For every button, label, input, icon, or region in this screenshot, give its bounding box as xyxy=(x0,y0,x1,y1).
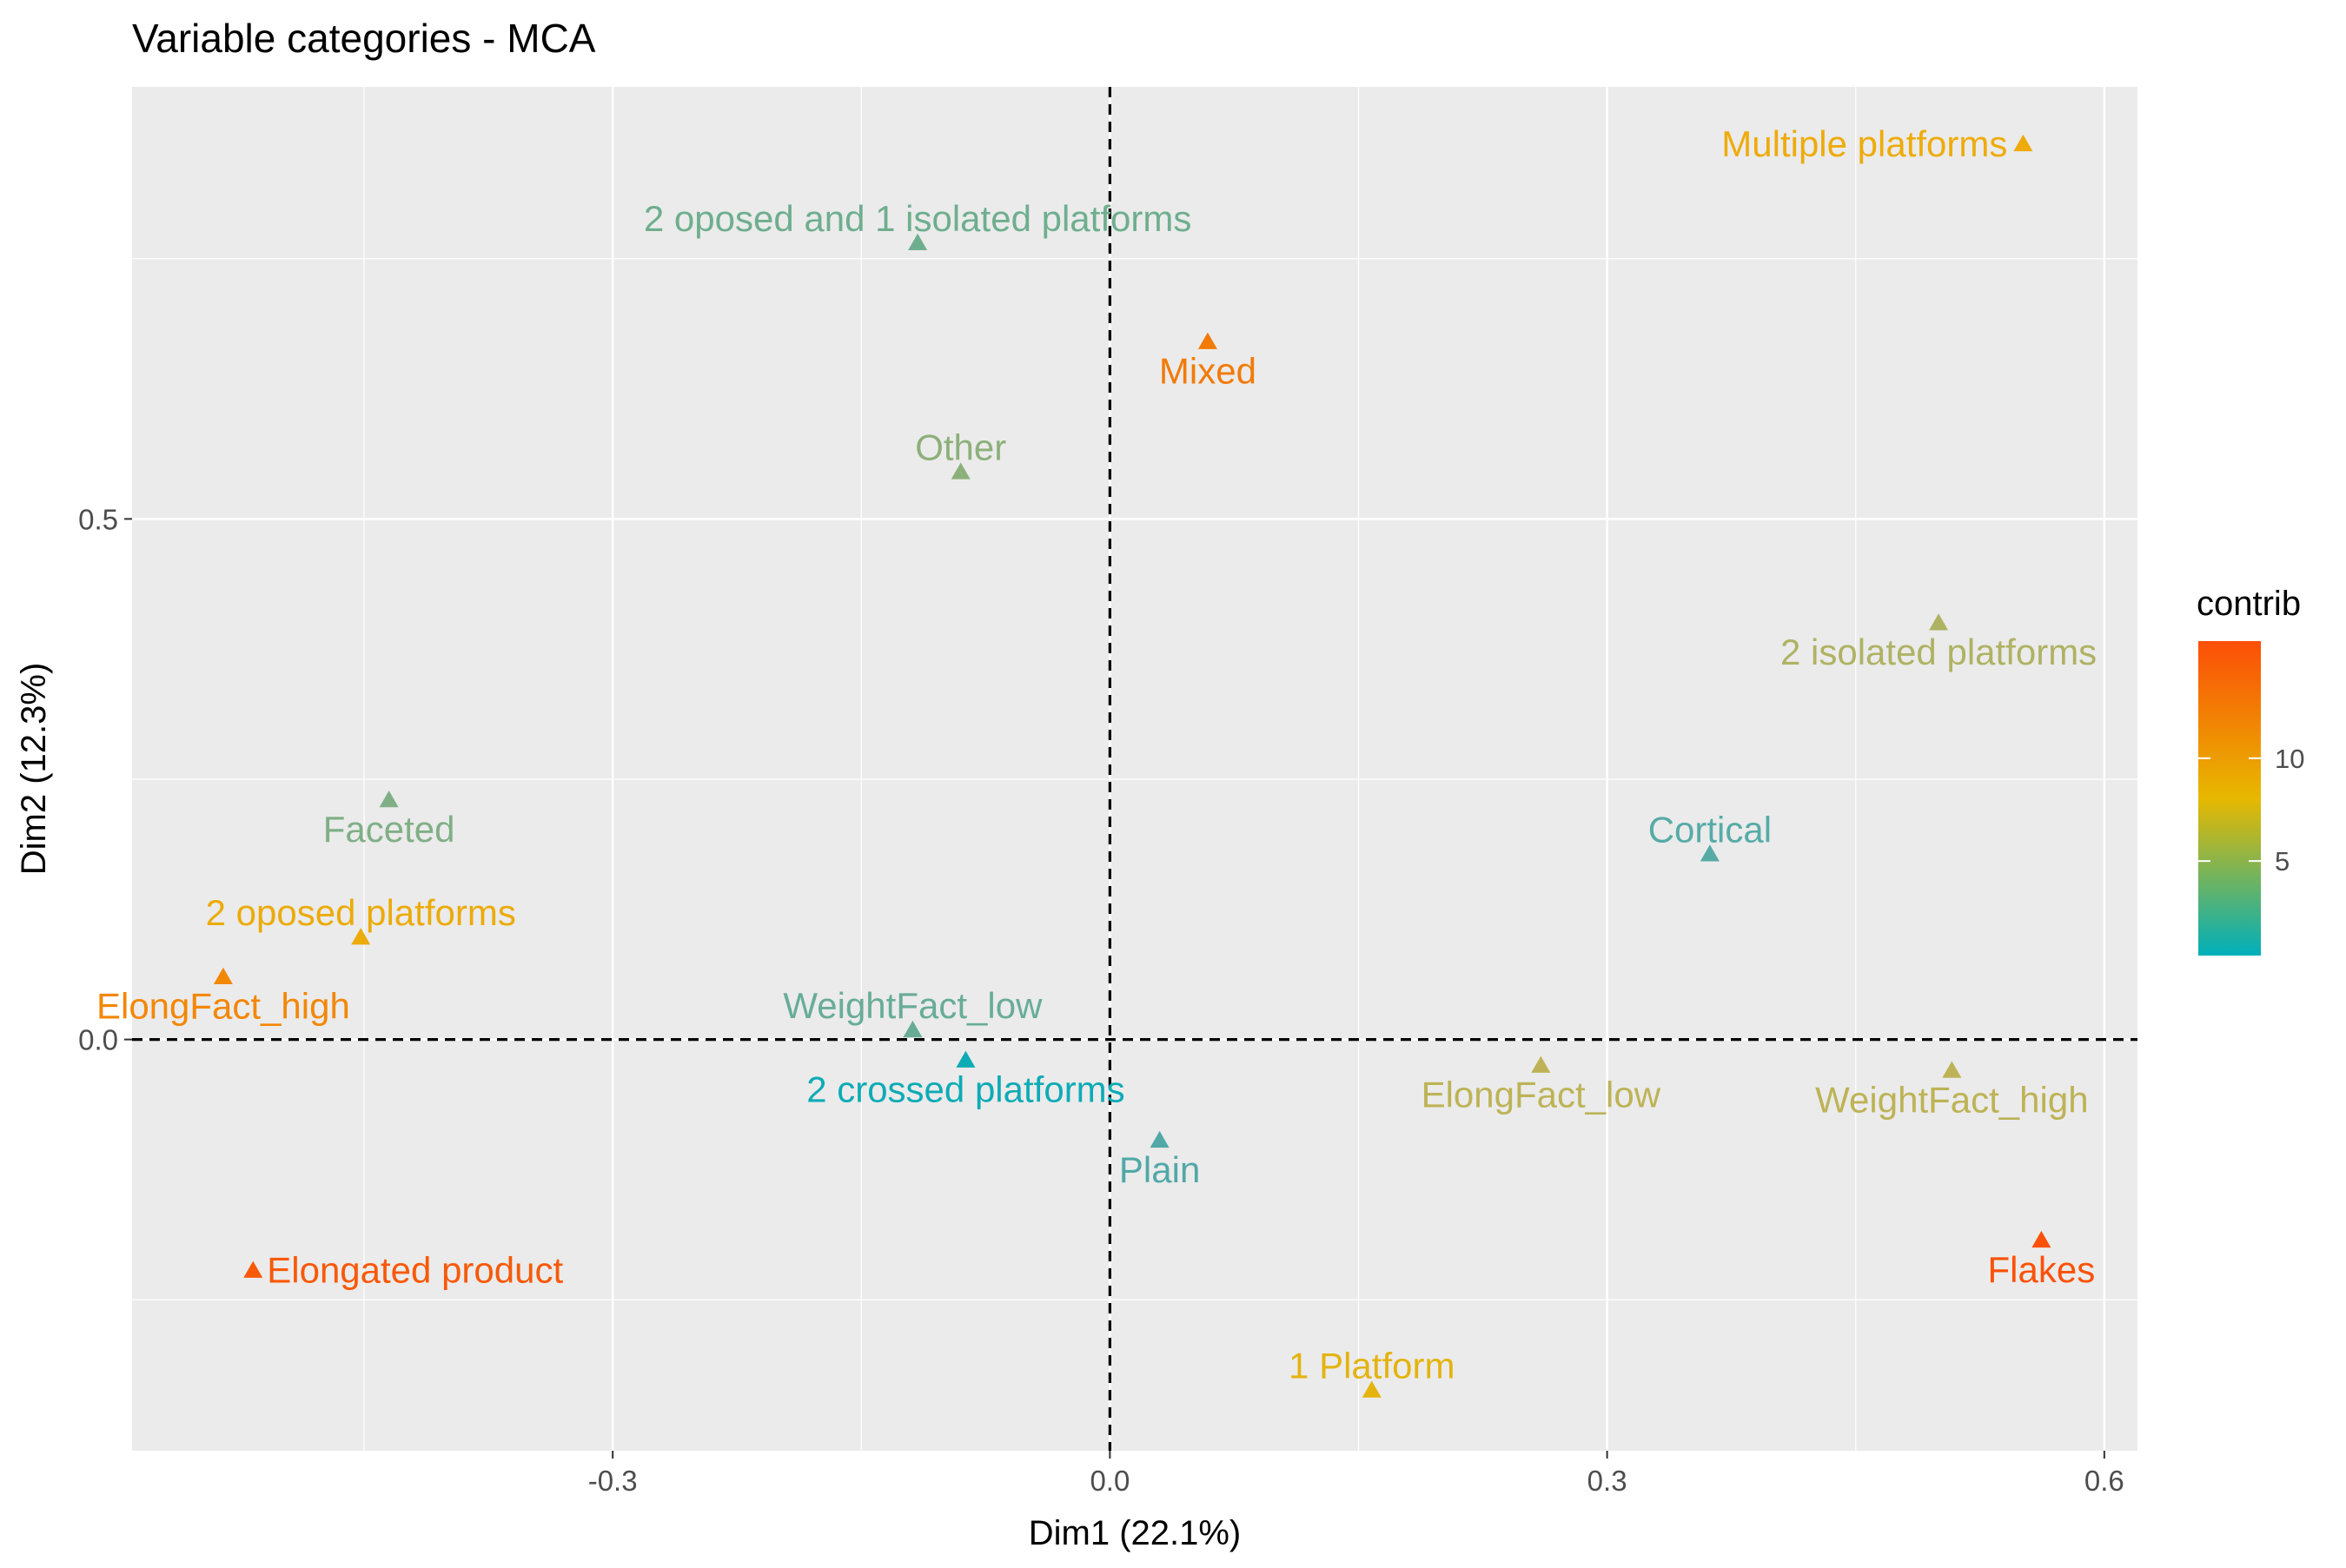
point-marker xyxy=(1700,844,1720,862)
point-label: WeightFact_high xyxy=(1815,1080,2088,1121)
point-marker xyxy=(1929,613,1949,631)
point-marker xyxy=(1197,332,1217,349)
axes: -0.3 0.0 0.3 0.6 0.0 0.5 xyxy=(78,503,2124,1497)
point-marker xyxy=(903,1020,923,1038)
legend-title: contrib xyxy=(2197,585,2301,623)
x-tick-label: 0.6 xyxy=(2084,1465,2124,1497)
point-label: ElongFact_high xyxy=(96,986,350,1027)
point-label: 2 isolated platforms xyxy=(1780,632,2097,672)
point-marker xyxy=(1942,1061,1962,1078)
point-label: WeightFact_low xyxy=(783,985,1043,1026)
x-tick-label: -0.3 xyxy=(588,1465,638,1497)
point-marker xyxy=(2013,134,2033,152)
point-label: Multiple platforms xyxy=(1721,123,2007,164)
point-marker xyxy=(908,233,928,251)
point-label: Other xyxy=(915,427,1006,467)
plot-panel xyxy=(132,87,2137,1451)
y-axis-title: Dim2 (12.3%) xyxy=(15,663,53,876)
point-label: 2 crossed platforms xyxy=(806,1069,1124,1110)
point-label: Faceted xyxy=(323,809,455,850)
point-label: Cortical xyxy=(1648,809,1772,850)
point-marker xyxy=(951,462,971,480)
reference-lines xyxy=(132,87,2137,1451)
point-label: Flakes xyxy=(1988,1249,2096,1290)
point-label: Mixed xyxy=(1159,351,1256,392)
point-label: ElongFact_low xyxy=(1422,1075,1661,1115)
y-tick-label: 0.5 xyxy=(78,503,118,535)
point-marker xyxy=(1150,1130,1170,1148)
point-label: 1 Platform xyxy=(1289,1345,1455,1386)
point-label: Plain xyxy=(1119,1149,1200,1190)
legend-tick-label: 5 xyxy=(2275,846,2290,877)
x-tick-label: 0.0 xyxy=(1090,1465,1130,1497)
point-marker xyxy=(351,928,371,945)
point-marker xyxy=(213,967,233,984)
chart-title: Variable categories - MCA xyxy=(132,16,596,61)
legend: contrib 5 10 xyxy=(2197,585,2304,956)
legend-tick-label: 10 xyxy=(2275,744,2304,774)
point-label: Elongated product xyxy=(267,1250,563,1291)
point-marker xyxy=(2031,1230,2051,1248)
point-marker xyxy=(1362,1380,1382,1398)
legend-colorbar xyxy=(2198,641,2261,956)
point-label: 2 oposed platforms xyxy=(206,892,516,933)
data-points: Multiple platforms 2 oposed and 1 isolate… xyxy=(96,123,2097,1398)
y-tick-label: 0.0 xyxy=(78,1024,118,1056)
point-marker xyxy=(1531,1055,1551,1073)
point-marker xyxy=(956,1050,976,1068)
point-marker xyxy=(379,790,399,808)
point-label: 2 oposed and 1 isolated platforms xyxy=(644,198,1191,239)
x-tick-label: 0.3 xyxy=(1587,1465,1627,1497)
point-marker xyxy=(243,1260,263,1278)
x-axis-title: Dim1 (22.1%) xyxy=(1029,1514,1242,1552)
